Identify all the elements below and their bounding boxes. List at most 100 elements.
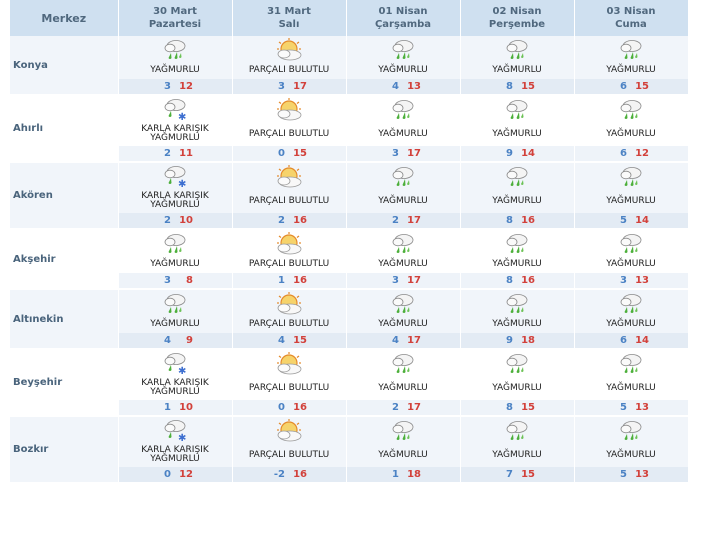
max-temp: 17 <box>407 215 421 226</box>
weather-icon-cell <box>574 349 689 376</box>
rain-cloud-icon <box>503 40 531 62</box>
weather-icon-cell <box>346 36 461 62</box>
min-temp: 3 <box>278 81 285 92</box>
temperature-cell: 1 10 <box>118 400 233 417</box>
weather-description: PARÇALI BULUTLU <box>232 122 347 146</box>
min-temp: -2 <box>273 469 285 480</box>
min-temp: 0 <box>278 402 285 413</box>
forecast-temp-row: 3 8 1 16 3 17 8 16 3 13 <box>10 273 689 290</box>
partly-cloudy-icon <box>274 232 304 256</box>
weather-icon-cell <box>346 349 461 376</box>
min-temp: 1 <box>164 402 171 413</box>
weather-description: PARÇALI BULUTLU <box>232 443 347 467</box>
weather-icon-cell <box>232 36 347 62</box>
forecast-desc-row: YAĞMURLU PARÇALI BULUTLU YAĞMURLU YAĞMURLU Y… <box>10 256 689 273</box>
forecast-row: Altınekin <box>10 289 689 350</box>
rain-cloud-icon <box>389 167 417 189</box>
weather-description: YAĞMURLU <box>460 189 575 213</box>
weather-description: PARÇALI BULUTLU <box>232 316 347 333</box>
forecast-body: Konya YAĞMURLU PARÇALI BULUTLU YAĞMURLU YAĞM… <box>10 36 689 484</box>
header-day: 30 Mart Pazartesi <box>118 0 233 36</box>
weather-icon-cell <box>574 95 689 122</box>
weather-description: YAĞMURLU <box>346 376 461 400</box>
weather-icon-cell <box>460 229 575 256</box>
forecast-row: Bozkır ✱ <box>10 416 689 484</box>
weather-description: PARÇALI BULUTLU <box>232 189 347 213</box>
header-date: 30 Mart <box>153 6 197 17</box>
rain-cloud-icon <box>389 421 417 443</box>
max-temp: 15 <box>293 335 307 346</box>
min-temp: 8 <box>506 81 513 92</box>
weather-icon-cell <box>460 95 575 122</box>
max-temp: 17 <box>407 402 421 413</box>
city-name[interactable]: Akşehir <box>10 229 119 290</box>
weather-description: YAĞMURLU <box>574 189 689 213</box>
forecast-temp-row: 1 10 0 16 2 17 8 15 5 13 <box>10 400 689 417</box>
min-temp: 0 <box>278 148 285 159</box>
min-temp: 9 <box>506 335 513 346</box>
max-temp: 16 <box>293 469 307 480</box>
weather-description: YAĞMURLU <box>574 443 689 467</box>
weather-description: YAĞMURLU <box>346 62 461 79</box>
min-temp: 5 <box>620 469 627 480</box>
temperature-cell: 3 12 <box>118 79 233 96</box>
temperature-cell: 8 15 <box>460 400 575 417</box>
max-temp: 9 <box>186 335 193 346</box>
city-name[interactable]: Ahırlı <box>10 95 119 163</box>
header-date: 03 Nisan <box>606 6 656 17</box>
min-temp: 0 <box>164 469 171 480</box>
partly-cloudy-icon <box>274 38 304 62</box>
rain-cloud-icon <box>161 40 189 62</box>
min-temp: 3 <box>164 275 171 286</box>
rain-cloud-icon <box>389 234 417 256</box>
weather-description: YAĞMURLU <box>460 256 575 273</box>
rain-cloud-icon <box>617 40 645 62</box>
forecast-desc-row: KARLA KARIŞIK YAĞMURLU PARÇALI BULUTLU YAĞ… <box>10 376 689 400</box>
svg-text:✱: ✱ <box>178 179 186 189</box>
forecast-desc-row: KARLA KARIŞIK YAĞMURLU PARÇALI BULUTLU YAĞ… <box>10 122 689 146</box>
weather-icon-cell: ✱ <box>118 162 233 189</box>
city-name[interactable]: Bozkır <box>10 416 119 484</box>
sleet-cloud-icon: ✱ <box>161 99 189 122</box>
weather-description: YAĞMURLU <box>460 62 575 79</box>
min-temp: 6 <box>620 148 627 159</box>
weather-description: YAĞMURLU <box>574 122 689 146</box>
forecast-desc-row: KARLA KARIŞIK YAĞMURLU PARÇALI BULUTLU YAĞ… <box>10 443 689 467</box>
city-name[interactable]: Konya <box>10 36 119 96</box>
max-temp: 17 <box>407 148 421 159</box>
temperature-cell: 0 12 <box>118 467 233 484</box>
city-name[interactable]: Beyşehir <box>10 349 119 417</box>
forecast-row: Akören ✱ <box>10 162 689 230</box>
min-temp: 8 <box>506 215 513 226</box>
svg-text:✱: ✱ <box>178 112 186 122</box>
weather-icon-cell <box>346 289 461 316</box>
weather-description: PARÇALI BULUTLU <box>232 62 347 79</box>
weather-icon-cell <box>232 416 347 443</box>
min-temp: 3 <box>164 81 171 92</box>
rain-cloud-icon <box>503 167 531 189</box>
weather-icon-cell: ✱ <box>118 349 233 376</box>
weather-description: PARÇALI BULUTLU <box>232 256 347 273</box>
min-temp: 3 <box>392 275 399 286</box>
rain-cloud-icon <box>617 294 645 316</box>
weather-icon-cell: ✱ <box>118 416 233 443</box>
temperature-cell: 7 15 <box>460 467 575 484</box>
min-temp: 4 <box>278 335 285 346</box>
max-temp: 14 <box>635 215 649 226</box>
weather-icon-cell <box>574 229 689 256</box>
city-name[interactable]: Akören <box>10 162 119 230</box>
min-temp: 1 <box>392 469 399 480</box>
min-temp: 6 <box>620 81 627 92</box>
weather-description: YAĞMURLU <box>346 316 461 333</box>
min-temp: 4 <box>392 335 399 346</box>
forecast-temp-row: 2 11 0 15 3 17 9 14 6 12 <box>10 146 689 163</box>
city-name[interactable]: Altınekin <box>10 289 119 350</box>
forecast-temp-row: 4 9 4 15 4 17 9 18 6 14 <box>10 333 689 350</box>
temperature-cell: 3 17 <box>346 273 461 290</box>
temperature-cell: 9 18 <box>460 333 575 350</box>
max-temp: 15 <box>521 81 535 92</box>
temperature-cell: 6 15 <box>574 79 689 96</box>
temperature-cell: 3 17 <box>232 79 347 96</box>
temperature-cell: 1 18 <box>346 467 461 484</box>
max-temp: 14 <box>635 335 649 346</box>
